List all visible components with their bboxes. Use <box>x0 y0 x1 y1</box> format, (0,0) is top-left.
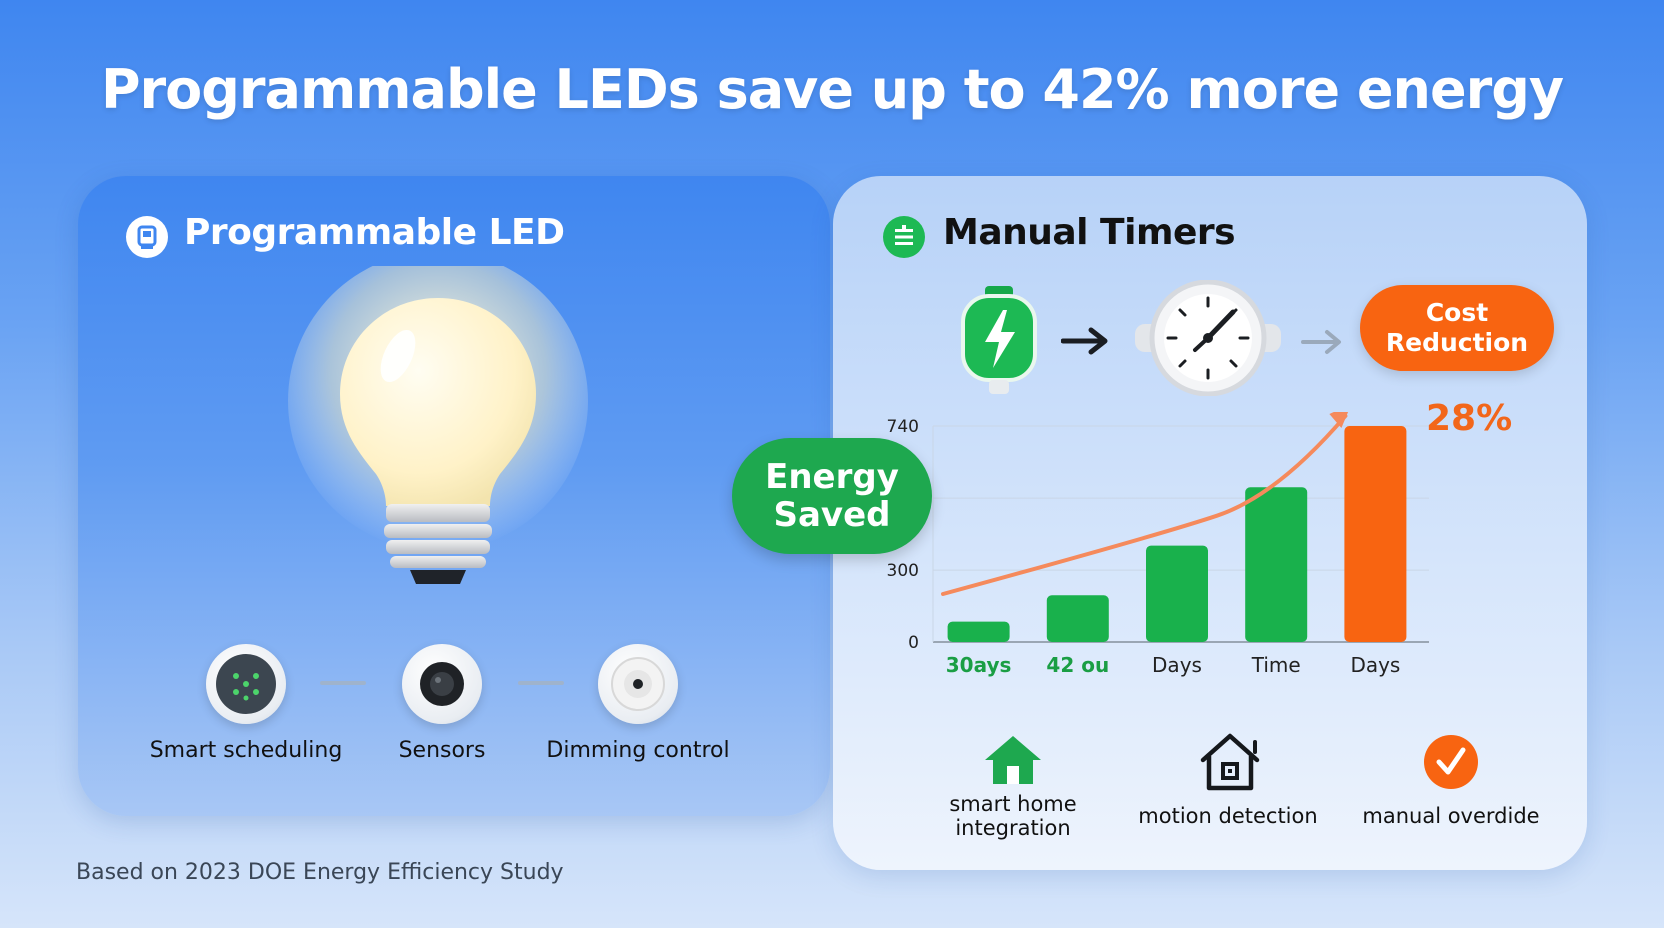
left-panel-title: Programmable LED <box>184 212 565 253</box>
home-outline-icon <box>1197 732 1263 796</box>
x-tick-label: Time <box>1251 653 1301 677</box>
bottom-label-motion-detection: motion detection <box>1138 804 1318 828</box>
clock-icon <box>1133 279 1283 397</box>
headline: Programmable LEDs save up to 42% more en… <box>100 58 1564 121</box>
programmable-led-panel: Programmable LED <box>78 176 830 816</box>
x-tick-label: 42 ou <box>1046 653 1109 677</box>
right-panel-title: Manual Timers <box>943 212 1236 253</box>
y-tick-label: 0 <box>908 633 919 653</box>
bar <box>1245 487 1308 642</box>
trend-arrowhead <box>1329 412 1349 428</box>
smart-scheduling-icon <box>206 644 286 724</box>
feature-label-smart-scheduling: Smart scheduling <box>149 738 343 763</box>
arrow-right-icon <box>1301 328 1345 360</box>
bar <box>947 621 1010 642</box>
battery-plug-icon <box>949 284 1049 402</box>
connector-line <box>320 681 366 685</box>
led-chip-icon <box>126 216 168 258</box>
bar <box>1146 545 1208 642</box>
trend-line <box>941 414 1348 596</box>
house-icon <box>983 734 1043 790</box>
cost-reduction-badge: Cost Reduction <box>1360 285 1554 371</box>
y-tick-label: 300 <box>887 561 919 581</box>
bar <box>1046 595 1109 642</box>
light-bulb-icon <box>278 251 598 606</box>
x-tick-label: 30ays <box>946 653 1012 677</box>
bottom-label-manual-override: manual overdide <box>1362 804 1540 828</box>
arrow-right-icon <box>1060 326 1111 360</box>
x-tick-label: Days <box>1152 653 1202 677</box>
bottom-label-smart-home: smart home integration <box>949 792 1077 840</box>
sensor-icon <box>402 644 482 724</box>
bar <box>1344 426 1407 642</box>
source-note: Based on 2023 DOE Energy Efficiency Stud… <box>76 860 564 885</box>
x-tick-label: Days <box>1350 653 1400 677</box>
timer-toggle-icon <box>883 216 925 258</box>
feature-label-dimming-control: Dimming control <box>546 738 730 763</box>
manual-timers-panel: Manual Timers <box>833 176 1587 870</box>
energy-saved-badge: Energy Saved <box>732 438 932 554</box>
connector-line <box>518 681 564 685</box>
feature-label-sensors: Sensors <box>398 738 486 763</box>
dimmer-icon <box>598 644 678 724</box>
y-tick-label: 740 <box>887 417 919 437</box>
checkmark-icon <box>1423 734 1479 794</box>
percent-label: 28% <box>1426 398 1513 439</box>
